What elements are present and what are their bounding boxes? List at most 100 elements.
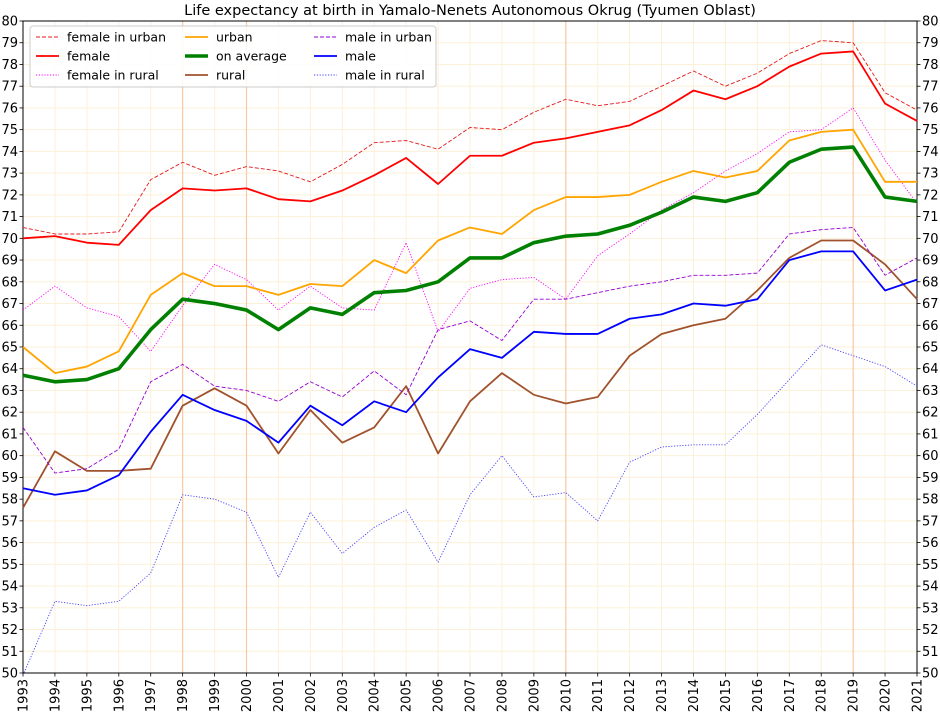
y-tick-label-right: 72 (922, 188, 939, 203)
y-tick-label-left: 71 (1, 210, 18, 225)
x-tick-label: 1998 (176, 679, 191, 712)
y-tick-label-right: 75 (922, 123, 939, 138)
x-tick-label: 2001 (272, 679, 287, 712)
x-tick-label: 2000 (240, 679, 255, 712)
y-tick-label-left: 52 (1, 623, 18, 638)
axis-ticks: 50 50 51 51 52 52 53 53 54 54 55 55 56 56 57 57 58 58 59 59… (1, 15, 938, 713)
y-tick-label-left: 61 (1, 427, 18, 442)
x-tick-label: 2006 (432, 679, 447, 712)
y-tick-label-left: 51 (1, 645, 18, 660)
y-tick-label-right: 52 (922, 623, 939, 638)
y-tick-label-right: 54 (922, 580, 939, 595)
y-tick-label-left: 59 (1, 471, 18, 486)
x-tick-label: 1994 (48, 679, 63, 712)
y-tick-label-left: 67 (1, 297, 18, 312)
legend-label: on average (216, 49, 287, 64)
legend: female in urban female female in rural urba… (29, 25, 437, 88)
y-tick-label-right: 77 (922, 80, 939, 95)
x-tick-label: 2008 (495, 679, 510, 712)
x-tick-label: 2010 (559, 679, 574, 712)
legend-label: rural (216, 68, 245, 83)
x-tick-label: 2015 (719, 679, 734, 712)
y-tick-label-right: 70 (922, 232, 939, 247)
series-line-urban (22, 128, 917, 374)
y-tick-label-left: 57 (1, 514, 18, 529)
chart-title: Life expectancy at birth in Yamalo-Nenet… (184, 3, 756, 19)
legend-label: female in rural (67, 68, 159, 83)
x-tick-label: 1993 (17, 679, 32, 712)
x-tick-label: 2005 (400, 679, 415, 712)
x-tick-label: 2012 (623, 679, 638, 712)
y-tick-label-left: 55 (1, 558, 18, 573)
y-tick-label-left: 62 (1, 406, 18, 421)
y-tick-label-left: 54 (1, 580, 18, 595)
series-line-on-average (22, 145, 918, 384)
series-line-male (22, 250, 918, 496)
y-tick-label-left: 72 (1, 188, 18, 203)
y-tick-label-left: 56 (1, 536, 18, 551)
legend-label: female in urban (67, 30, 166, 45)
series-line-female-in-urban (22, 40, 918, 235)
y-tick-label-left: 73 (1, 167, 18, 182)
y-tick-label-left: 75 (1, 123, 18, 138)
x-tick-label: 2009 (527, 679, 542, 712)
grid-layer (23, 21, 917, 673)
x-tick-label: 1999 (208, 679, 223, 712)
y-tick-label-right: 74 (922, 145, 939, 160)
y-tick-label-left: 80 (1, 15, 18, 30)
y-tick-label-right: 56 (922, 536, 939, 551)
y-tick-label-right: 51 (922, 645, 939, 660)
x-tick-label: 2017 (783, 679, 798, 712)
series-line-rural (22, 239, 918, 509)
y-tick-label-left: 64 (1, 362, 18, 377)
y-tick-label-right: 66 (922, 319, 939, 334)
y-tick-label-left: 58 (1, 493, 18, 508)
y-tick-label-left: 60 (1, 449, 18, 464)
y-tick-label-right: 59 (922, 471, 939, 486)
y-tick-label-left: 70 (1, 232, 18, 247)
y-tick-label-left: 77 (1, 80, 18, 95)
legend-label: male in rural (345, 68, 425, 83)
y-tick-label-right: 65 (922, 341, 939, 356)
y-tick-label-right: 58 (922, 493, 939, 508)
y-tick-label-left: 63 (1, 384, 18, 399)
y-tick-label-right: 67 (922, 297, 939, 312)
legend-box (29, 25, 437, 88)
x-tick-label: 2003 (336, 679, 351, 712)
y-tick-label-left: 65 (1, 341, 18, 356)
y-tick-label-right: 76 (922, 101, 939, 116)
series-line-male-in-rural (22, 344, 918, 676)
legend-label: male (345, 49, 376, 64)
y-tick-label-right: 73 (922, 167, 939, 182)
y-tick-label-right: 63 (922, 384, 939, 399)
x-tick-label: 2018 (815, 679, 830, 712)
y-tick-label-left: 74 (1, 145, 18, 160)
series-lines (22, 40, 918, 676)
x-tick-label: 2013 (655, 679, 670, 712)
y-tick-label-left: 79 (1, 36, 18, 51)
y-tick-label-right: 79 (922, 36, 939, 51)
y-tick-label-right: 61 (922, 427, 939, 442)
x-tick-label: 1996 (112, 679, 127, 712)
y-tick-label-left: 68 (1, 275, 18, 290)
x-tick-label: 2011 (591, 679, 606, 712)
legend-label: male in urban (345, 30, 432, 45)
series-line-male-in-urban (22, 227, 918, 474)
y-tick-label-left: 76 (1, 101, 18, 116)
y-tick-label-right: 53 (922, 601, 939, 616)
y-tick-label-left: 69 (1, 254, 18, 269)
x-tick-label: 2020 (879, 679, 894, 712)
y-tick-label-right: 57 (922, 514, 939, 529)
y-tick-label-right: 55 (922, 558, 939, 573)
y-tick-label-right: 50 (922, 667, 939, 682)
y-tick-label-right: 68 (922, 275, 939, 290)
x-tick-label: 2019 (847, 679, 862, 712)
x-tick-label: 2002 (304, 679, 319, 712)
y-tick-label-left: 78 (1, 58, 18, 73)
y-tick-label-left: 53 (1, 601, 18, 616)
x-tick-label: 1995 (80, 679, 95, 712)
y-tick-label-right: 80 (922, 15, 939, 30)
legend-label: urban (216, 30, 253, 45)
x-tick-label: 2007 (464, 679, 479, 712)
